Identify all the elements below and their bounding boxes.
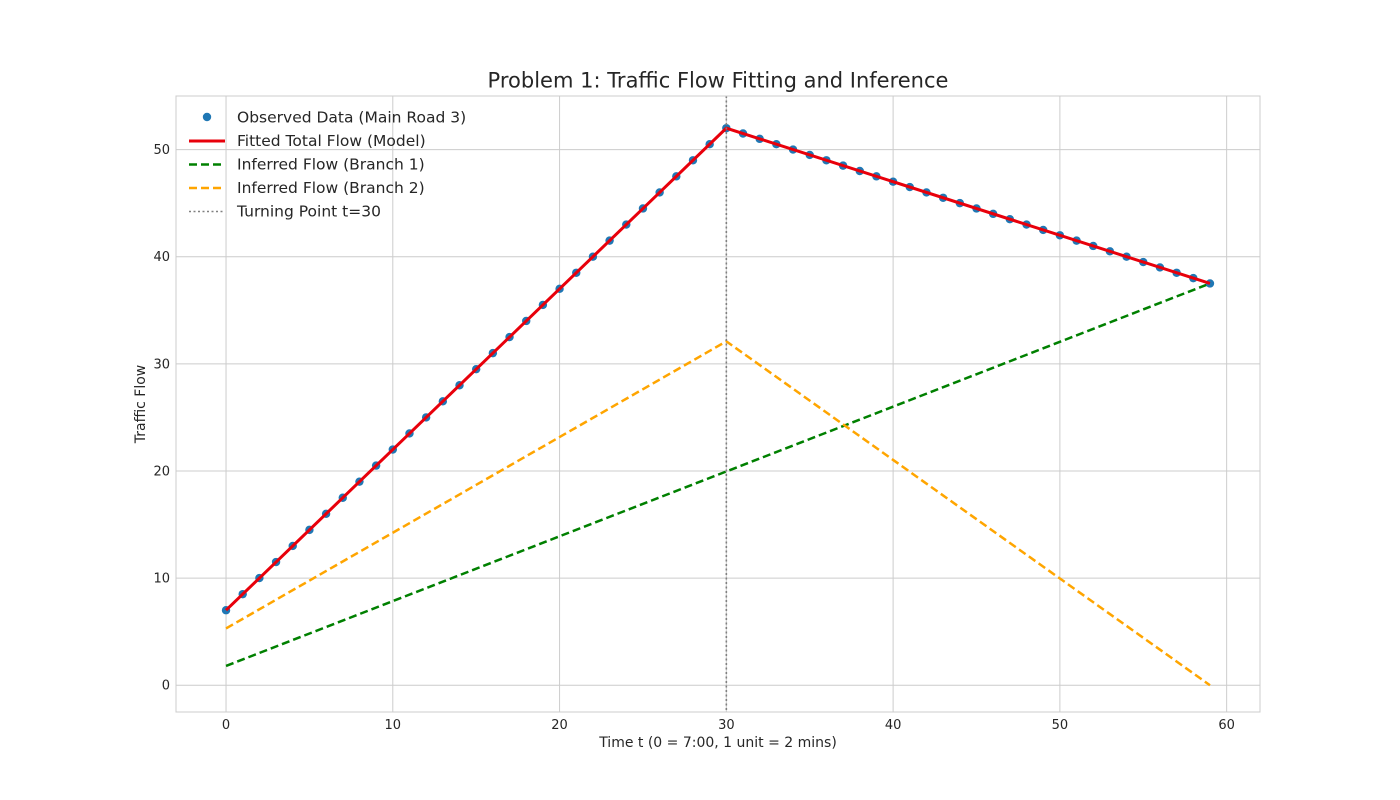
legend-label-branch-2: Inferred Flow (Branch 2) — [237, 179, 425, 197]
y-axis-label: Traffic Flow — [133, 365, 149, 444]
y-tick-label: 20 — [153, 464, 170, 479]
x-tick-label: 20 — [551, 718, 568, 733]
legend-label-turning-point: Turning Point t=30 — [236, 203, 381, 221]
y-tick-label: 40 — [153, 250, 170, 265]
branch-2-flow-line — [225, 339, 1211, 687]
grid — [176, 96, 1260, 712]
x-tick-label: 30 — [718, 718, 735, 733]
x-tick-label: 40 — [885, 718, 902, 733]
branch-1-flow-line — [225, 282, 1211, 668]
x-tick-label: 60 — [1218, 718, 1235, 733]
tick-labels: 0 10 20 30 40 50 60 0 10 20 30 40 50 — [153, 143, 1234, 733]
x-tick-label: 10 — [385, 718, 402, 733]
y-tick-label: 0 — [162, 679, 170, 694]
legend-label-fitted: Fitted Total Flow (Model) — [237, 132, 426, 150]
legend-marker-observed — [202, 112, 212, 122]
x-axis-label: Time t (0 = 7:00, 1 unit = 2 mins) — [598, 735, 837, 751]
x-tick-label: 50 — [1052, 718, 1069, 733]
legend-label-branch-1: Inferred Flow (Branch 1) — [237, 156, 425, 174]
plot-frame — [175, 95, 1261, 713]
legend-label-observed: Observed Data (Main Road 3) — [237, 109, 466, 127]
chart-title: Problem 1: Traffic Flow Fitting and Infe… — [488, 69, 949, 93]
plot-area — [221, 96, 1215, 712]
y-tick-label: 50 — [153, 143, 170, 158]
y-tick-label: 10 — [153, 572, 170, 587]
x-tick-label: 0 — [222, 718, 230, 733]
legend: Observed Data (Main Road 3) Fitted Total… — [189, 109, 466, 221]
y-tick-label: 30 — [153, 357, 170, 372]
